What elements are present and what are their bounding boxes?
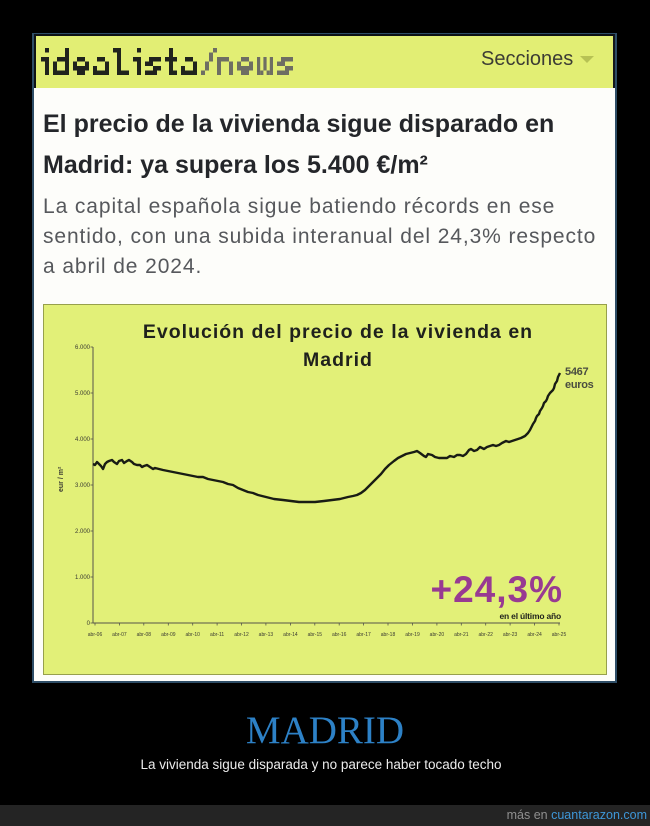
svg-text:0: 0 [87,621,91,627]
svg-text:abr-17: abr-17 [356,632,371,638]
svg-text:eur / m²: eur / m² [58,466,65,492]
svg-text:abr-14: abr-14 [283,632,298,638]
svg-text:abr-15: abr-15 [308,632,323,638]
svg-text:5.000: 5.000 [75,391,91,397]
svg-text:3.000: 3.000 [75,483,91,489]
svg-text:abr-23: abr-23 [503,632,518,638]
svg-text:abr-06: abr-06 [88,632,103,638]
svg-text:abr-19: abr-19 [405,632,420,638]
svg-text:Madrid: Madrid [303,349,373,371]
svg-text:abr-21: abr-21 [454,632,469,638]
svg-text:abr-12: abr-12 [234,632,249,638]
svg-text:abr-25: abr-25 [552,632,567,638]
svg-text:abr-13: abr-13 [259,632,274,638]
svg-text:+24,3%: +24,3% [430,569,563,610]
svg-text:abr-18: abr-18 [381,632,396,638]
svg-text:en el último año: en el último año [499,611,561,621]
svg-text:abr-24: abr-24 [527,632,542,638]
svg-text:abr-07: abr-07 [112,632,127,638]
svg-text:1.000: 1.000 [75,575,91,581]
svg-text:2.000: 2.000 [75,529,91,535]
svg-text:abr-11: abr-11 [210,632,224,638]
svg-text:abr-10: abr-10 [185,632,200,638]
svg-text:euros: euros [565,379,594,391]
svg-text:abr-22: abr-22 [478,632,493,638]
svg-text:Evolución del precio de la viv: Evolución del precio de la vivienda en [143,321,533,343]
svg-text:abr-20: abr-20 [430,632,445,638]
svg-text:abr-16: abr-16 [332,632,347,638]
svg-text:abr-08: abr-08 [137,632,152,638]
svg-text:6.000: 6.000 [75,345,91,351]
svg-text:4.000: 4.000 [75,437,91,443]
svg-text:5467: 5467 [565,366,588,378]
svg-text:abr-09: abr-09 [161,632,176,638]
